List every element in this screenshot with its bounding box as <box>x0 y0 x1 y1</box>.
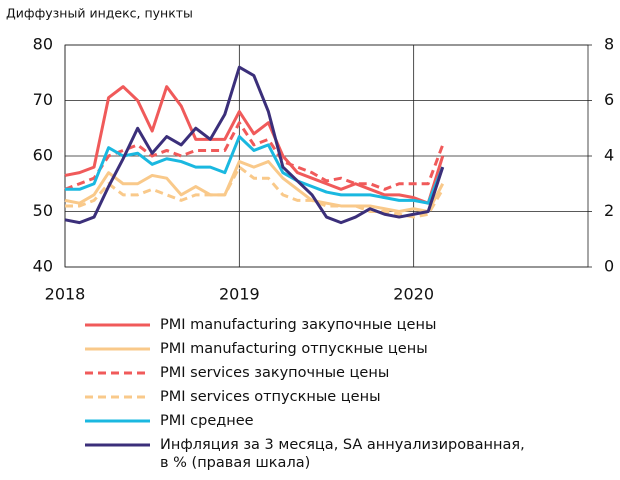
y2-tick-label: 8 <box>604 35 614 54</box>
series-line <box>65 135 445 205</box>
legend-label: PMI среднее <box>160 413 254 429</box>
y-axis-label: Диффузный индекс, пункты <box>6 6 193 21</box>
y2-tick-label: 2 <box>604 201 614 220</box>
legend-label: PMI services закупочные цены <box>160 365 390 381</box>
y-tick-label: 50 <box>33 201 53 220</box>
legend-label: PMI services отпускные цены <box>160 389 381 405</box>
series-line <box>64 160 445 213</box>
x-tick-label: 2018 <box>45 285 86 304</box>
y-tick-label: 60 <box>33 146 53 165</box>
legend-label: PMI manufacturing отпускные цены <box>160 341 428 357</box>
legend-label: Инфляция за 3 месяца, SA аннуализированн… <box>160 437 525 471</box>
x-tick-label: 2020 <box>393 285 434 304</box>
legend-label: PMI manufacturing закупочные цены <box>160 317 437 333</box>
series-line <box>64 65 445 225</box>
series-line <box>65 165 445 219</box>
y2-tick-label: 4 <box>604 146 614 165</box>
y-tick-label: 40 <box>33 257 53 276</box>
y2-tick-label: 6 <box>604 90 614 109</box>
y-tick-label: 70 <box>33 90 53 109</box>
y2-tick-label: 0 <box>604 257 614 276</box>
x-tick-label: 2019 <box>219 285 260 304</box>
y-tick-label: 80 <box>33 35 53 54</box>
series-line <box>64 85 445 205</box>
